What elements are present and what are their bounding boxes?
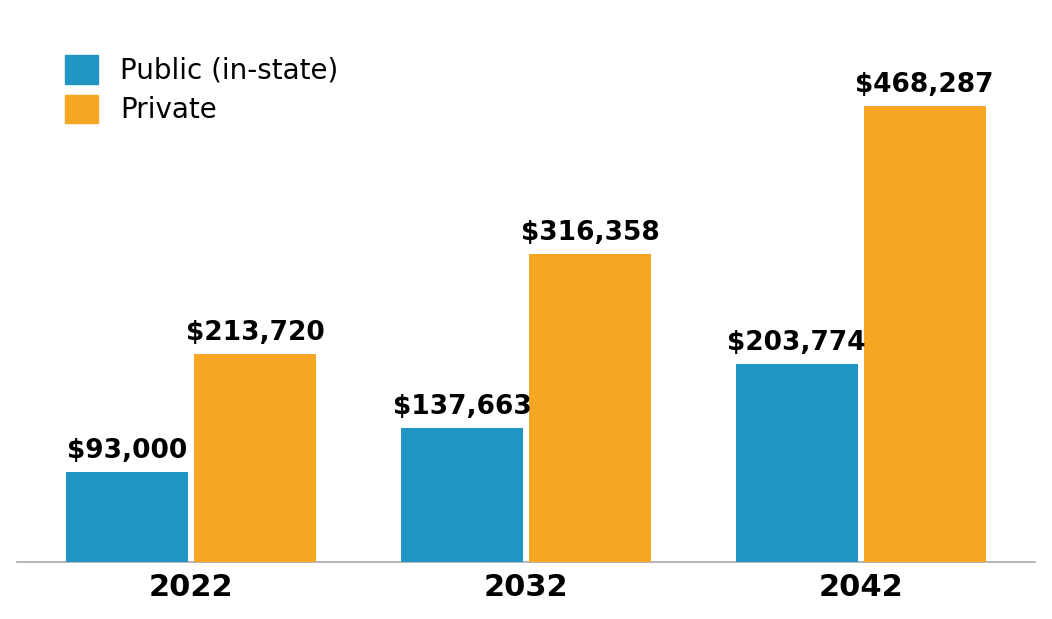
Bar <box>529 254 651 562</box>
Bar <box>66 472 188 562</box>
Text: $213,720: $213,720 <box>186 320 325 346</box>
Text: $316,358: $316,358 <box>521 220 660 246</box>
Legend: Public (in-state), Private: Public (in-state), Private <box>50 41 352 138</box>
Bar <box>195 354 317 562</box>
Text: $203,774: $203,774 <box>727 330 866 356</box>
Bar <box>735 364 857 562</box>
Text: $137,663: $137,663 <box>392 394 531 420</box>
Text: $468,287: $468,287 <box>855 72 994 98</box>
Text: $93,000: $93,000 <box>67 438 187 464</box>
Bar <box>401 428 523 562</box>
Bar <box>864 106 986 562</box>
